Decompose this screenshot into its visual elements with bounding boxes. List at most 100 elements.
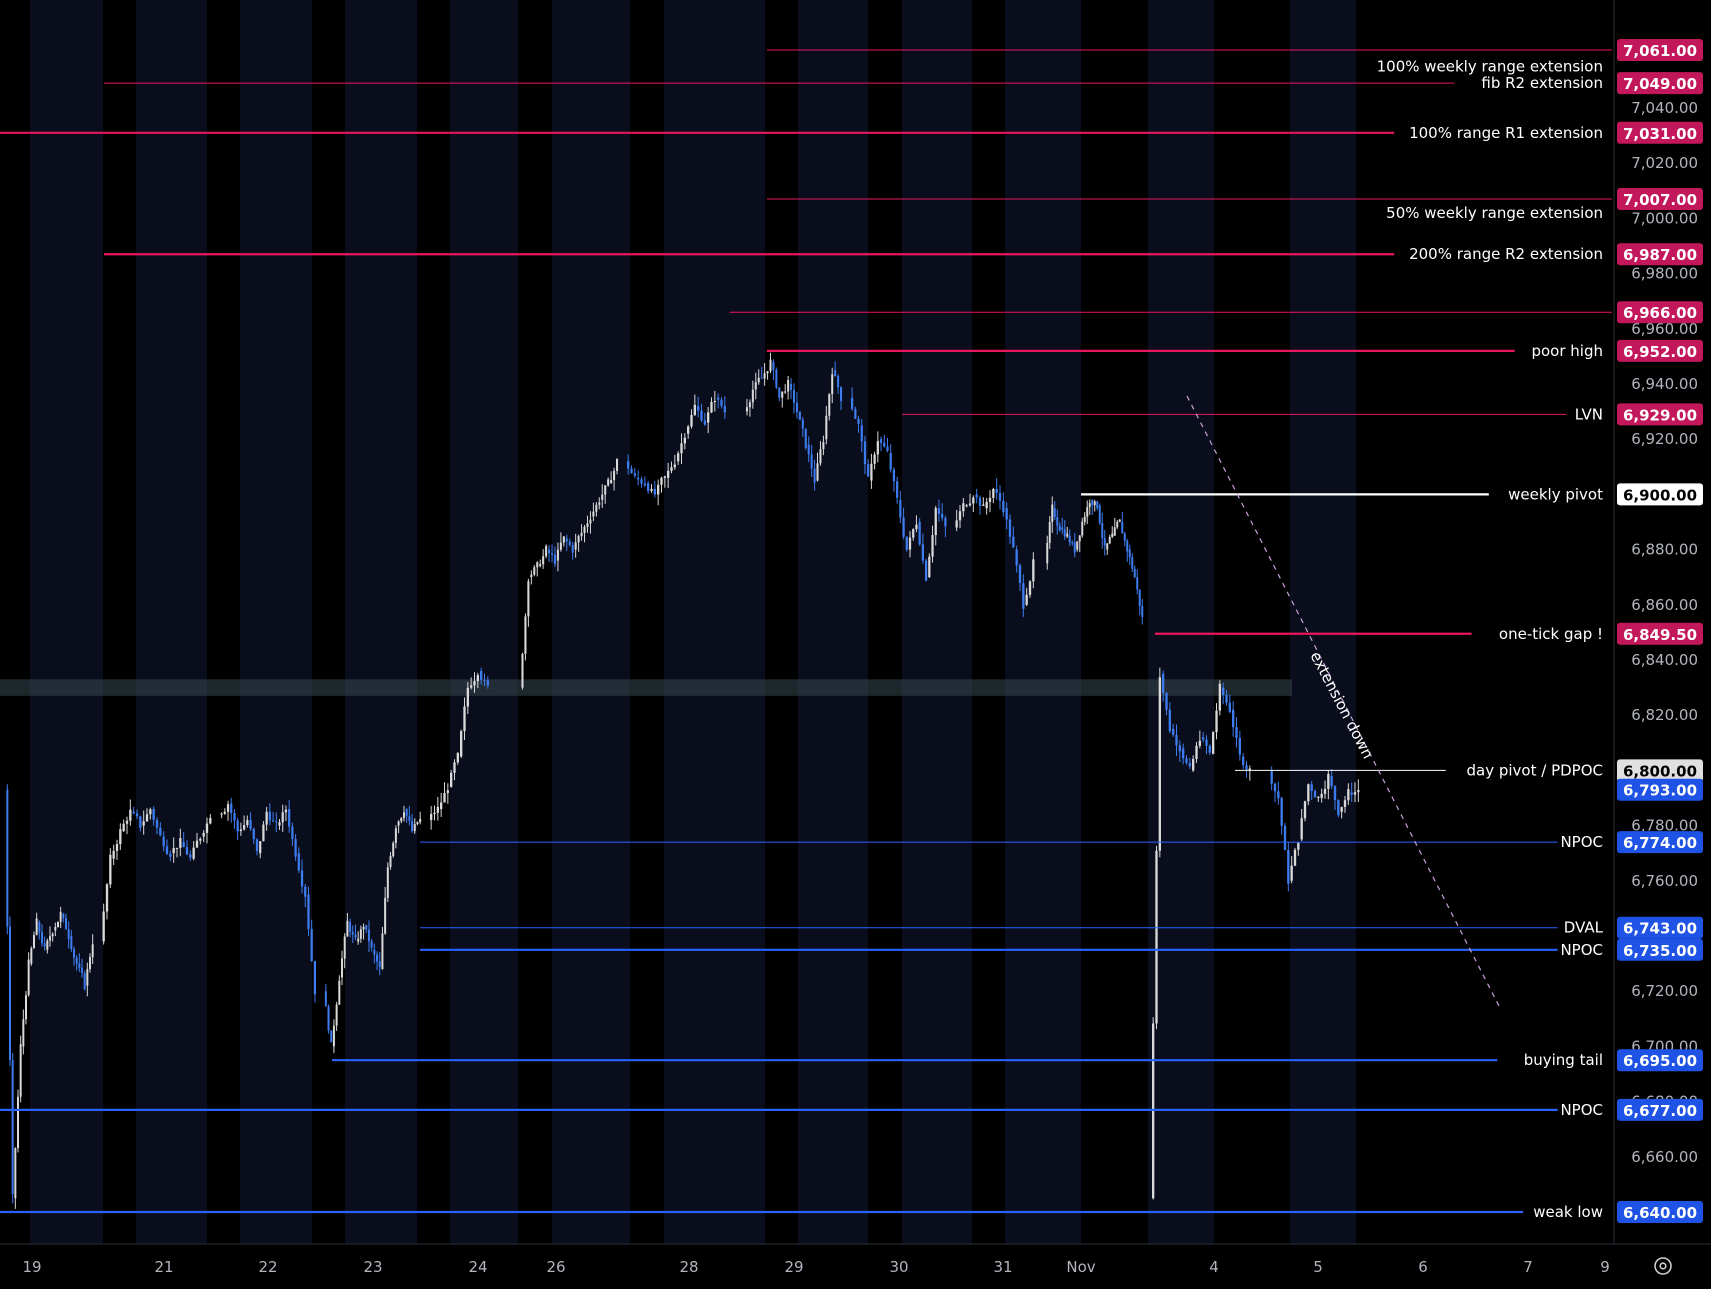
price-tag[interactable] — [1617, 938, 1703, 961]
candle-body — [307, 894, 310, 929]
candle-body — [470, 685, 473, 688]
candle-body — [1005, 508, 1008, 520]
candle-body — [384, 897, 387, 934]
price-tag[interactable] — [1617, 483, 1703, 506]
session-band — [902, 0, 972, 1244]
candle-body — [577, 536, 580, 543]
price-tag[interactable] — [1617, 916, 1703, 939]
price-tag[interactable] — [1617, 243, 1703, 266]
session-band — [1290, 0, 1356, 1244]
price-tag[interactable] — [1617, 1201, 1703, 1223]
price-tag[interactable] — [1617, 188, 1703, 211]
candle-body — [592, 511, 595, 517]
candle-body — [1350, 792, 1353, 795]
price-tag[interactable] — [1617, 301, 1703, 324]
price-tag-label: 6,695.00 — [1623, 1052, 1697, 1070]
price-axis[interactable]: 7,040.00 7,020.00 7,000.00 6,980.00 6,960.00… — [1613, 0, 1703, 1244]
price-tag[interactable] — [1617, 39, 1703, 61]
candle-body — [660, 477, 663, 485]
candle-body — [43, 943, 46, 947]
price-tag[interactable] — [1617, 403, 1703, 426]
candle-body — [760, 377, 763, 379]
candle-body — [1056, 517, 1059, 526]
price-tag[interactable] — [1617, 121, 1703, 144]
price-tag[interactable] — [1617, 622, 1703, 645]
candle-body — [792, 389, 796, 403]
candle-body — [972, 497, 975, 504]
price-tick-label: 7,040.00 — [1631, 99, 1698, 117]
candle-body — [195, 840, 199, 848]
candle-body — [1357, 790, 1360, 793]
price-tag[interactable] — [1617, 759, 1703, 782]
candle-body — [1091, 499, 1094, 506]
price-tick-label: 6,920.00 — [1631, 430, 1698, 448]
axis-settings-button[interactable] — [1654, 1257, 1672, 1275]
candle-body — [1228, 702, 1231, 712]
trendline[interactable] — [1186, 395, 1501, 1009]
candle-body — [627, 461, 630, 469]
candle-body — [443, 793, 446, 803]
candle-body — [38, 922, 41, 933]
candle-body — [367, 929, 370, 942]
candle-body — [899, 499, 902, 518]
settings-icon[interactable] — [1654, 1257, 1672, 1275]
candle-body — [179, 838, 182, 848]
candle-body — [754, 382, 757, 390]
candle-body — [370, 941, 373, 948]
price-tick-label: 6,980.00 — [1631, 265, 1698, 283]
candle-body — [571, 544, 574, 553]
candle-body — [883, 442, 886, 447]
candle-body — [1046, 542, 1049, 564]
candle-body — [1175, 734, 1178, 746]
candle-body — [615, 459, 619, 471]
candle-body — [115, 844, 119, 851]
candle-body — [723, 405, 726, 413]
level-label: NPOC — [1560, 1101, 1603, 1119]
candle-body — [677, 453, 680, 462]
candle-body — [1058, 525, 1061, 531]
price-tag-label: 6,800.00 — [1623, 762, 1697, 780]
candle-body — [41, 932, 43, 944]
candle-body — [1048, 522, 1051, 543]
price-tag-label: 6,966.00 — [1623, 304, 1697, 322]
candle-body — [565, 538, 568, 542]
candle-body — [795, 402, 798, 413]
candle-body — [376, 954, 379, 962]
price-tag[interactable] — [1617, 1098, 1703, 1121]
price-tag-label: 6,952.00 — [1623, 343, 1697, 361]
candle-body — [982, 504, 985, 506]
candle-body — [233, 813, 236, 821]
level-label: one-tick gap ! — [1499, 625, 1603, 643]
candle-body — [1158, 677, 1161, 851]
price-tick-label: 6,660.00 — [1631, 1148, 1698, 1166]
candle-body — [105, 884, 109, 912]
candle-body — [873, 454, 876, 464]
candle-body — [91, 944, 94, 958]
price-tag[interactable] — [1617, 1049, 1703, 1072]
candle-body — [1182, 748, 1185, 759]
price-tag[interactable] — [1617, 831, 1703, 854]
price-tag[interactable] — [1617, 339, 1703, 362]
candle-body — [530, 574, 533, 578]
time-axis[interactable]: 19 21 22 23 24 26 28 29 30 31 Nov 4 5 6 7 9 — [0, 1243, 1711, 1276]
session-band — [1005, 0, 1081, 1244]
candle-body — [720, 399, 723, 406]
candle-body — [1022, 583, 1025, 609]
candle-body — [1032, 559, 1035, 582]
price-tag-label: 6,987.00 — [1623, 246, 1697, 264]
time-tick-label: 9 — [1600, 1258, 1610, 1276]
price-tick-label: 6,780.00 — [1631, 817, 1698, 835]
candle-body — [613, 470, 616, 480]
candle-body — [473, 681, 476, 686]
time-tick-label: 5 — [1313, 1258, 1323, 1276]
level-label: DVAL — [1564, 919, 1604, 937]
candle-body — [995, 488, 998, 494]
price-tag[interactable] — [1617, 778, 1703, 801]
candle-body — [775, 370, 778, 388]
candle-body — [419, 818, 422, 823]
price-tag[interactable] — [1617, 72, 1703, 95]
candle-body — [1093, 501, 1096, 506]
candle-body — [663, 476, 666, 478]
candle-body — [223, 811, 226, 814]
